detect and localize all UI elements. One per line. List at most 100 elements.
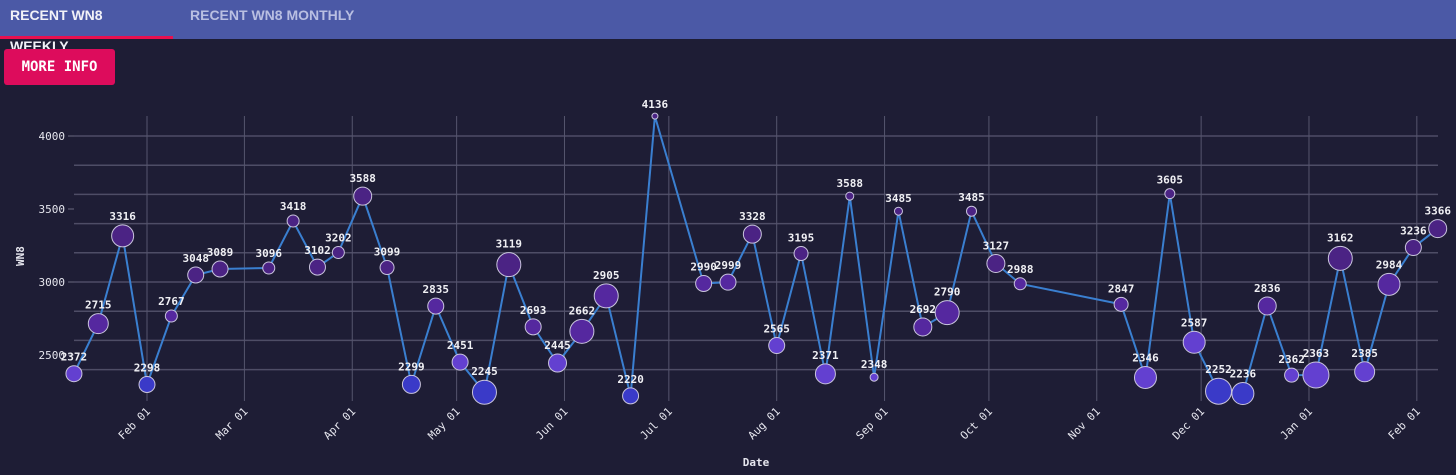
data-point [379,260,395,276]
x-tick-label: Jul 01 [638,405,675,442]
data-label: 3202 [325,232,352,245]
data-label: 2847 [1108,282,1135,295]
data-label: 2565 [763,323,790,336]
x-tick-label: Jun 01 [533,405,570,442]
data-label: 2236 [1230,368,1257,381]
data-point [814,363,836,385]
y-axis-label: WN8 [14,246,27,266]
tab-recent-wn8-monthly[interactable]: RECENT WN8 MONTHLY [190,7,355,23]
data-label: 3418 [280,200,307,213]
data-point [869,372,879,382]
data-point [1327,245,1353,271]
x-tick-label: Nov 01 [1066,405,1103,442]
x-tick-label: Mar 01 [213,405,250,442]
data-point [1133,365,1157,389]
data-label: 3316 [109,210,136,223]
data-point [427,297,445,315]
data-label: 2445 [544,339,571,352]
x-tick-label: Sep 01 [853,405,890,442]
data-point [1354,361,1376,383]
data-point [768,337,786,355]
data-point [569,318,595,344]
data-label: 3195 [788,232,815,245]
data-point [1428,219,1448,239]
x-tick-label: Aug 01 [746,405,783,442]
data-label: 2298 [134,361,161,374]
x-tick-label: Apr 01 [321,405,358,442]
data-label: 3119 [496,238,523,251]
data-point [986,253,1006,273]
data-point [211,260,229,278]
data-label: 2245 [471,365,498,378]
data-point [1377,272,1401,296]
data-label: 3048 [182,252,209,265]
data-label: 2999 [715,259,742,272]
data-label: 3127 [983,239,1010,252]
data-label: 2363 [1303,347,1330,360]
data-label: 3099 [374,246,401,259]
data-point [1302,361,1330,389]
data-label: 2693 [520,304,547,317]
data-label: 2790 [934,286,961,299]
x-tick-label: Dec 01 [1170,405,1207,442]
data-label: 2220 [617,373,644,386]
data-label: 2990 [690,260,717,273]
data-point [1231,382,1255,406]
data-point [593,283,619,309]
more-info-button[interactable]: MORE INFO [4,49,115,85]
data-label: 3162 [1327,231,1354,244]
data-point [742,224,762,244]
data-label: 2836 [1254,282,1281,295]
data-point [111,224,135,248]
data-point [308,258,326,276]
x-tick-label: May 01 [425,405,462,442]
data-label: 2984 [1376,258,1403,271]
data-point [1284,367,1300,383]
data-point [695,274,713,292]
data-label: 3089 [207,246,234,259]
data-point [331,246,345,260]
data-point [471,379,497,405]
data-point [548,353,568,373]
data-label: 2299 [398,360,425,373]
data-point [1257,296,1277,316]
data-point [496,252,522,278]
data-label: 2385 [1351,347,1378,360]
data-label: 2767 [158,295,185,308]
data-label: 2662 [569,304,596,317]
data-label: 2362 [1278,353,1305,366]
data-label: 2835 [423,283,450,296]
data-point [1113,296,1129,312]
data-label: 3366 [1424,205,1451,218]
data-point [401,374,421,394]
data-label: 3485 [885,192,912,205]
data-point [1182,330,1206,354]
data-point [286,214,300,228]
data-label: 3588 [837,177,864,190]
data-label: 2905 [593,269,620,282]
data-label: 2692 [910,303,937,316]
data-point [793,246,809,262]
data-label: 3605 [1157,174,1184,187]
x-tick-label: Jan 01 [1278,405,1315,442]
data-label: 3096 [256,247,283,260]
data-point [451,353,469,371]
data-point [845,191,855,201]
data-label: 2346 [1132,351,1159,364]
data-point [353,186,373,206]
data-label: 3102 [304,244,331,257]
x-tick-label: Feb 01 [116,405,153,442]
data-point [87,313,109,335]
data-point [934,300,960,326]
data-point [524,318,542,336]
data-label: 4136 [642,98,669,111]
data-label: 3588 [349,172,376,185]
data-label: 3236 [1400,225,1427,238]
data-label: 2371 [812,349,839,362]
data-label: 2348 [861,358,888,371]
data-label: 2451 [447,339,474,352]
y-tick-label: 3500 [39,203,66,216]
x-axis-label: Date [743,456,770,469]
data-label: 3485 [958,191,985,204]
data-point [1205,377,1233,405]
